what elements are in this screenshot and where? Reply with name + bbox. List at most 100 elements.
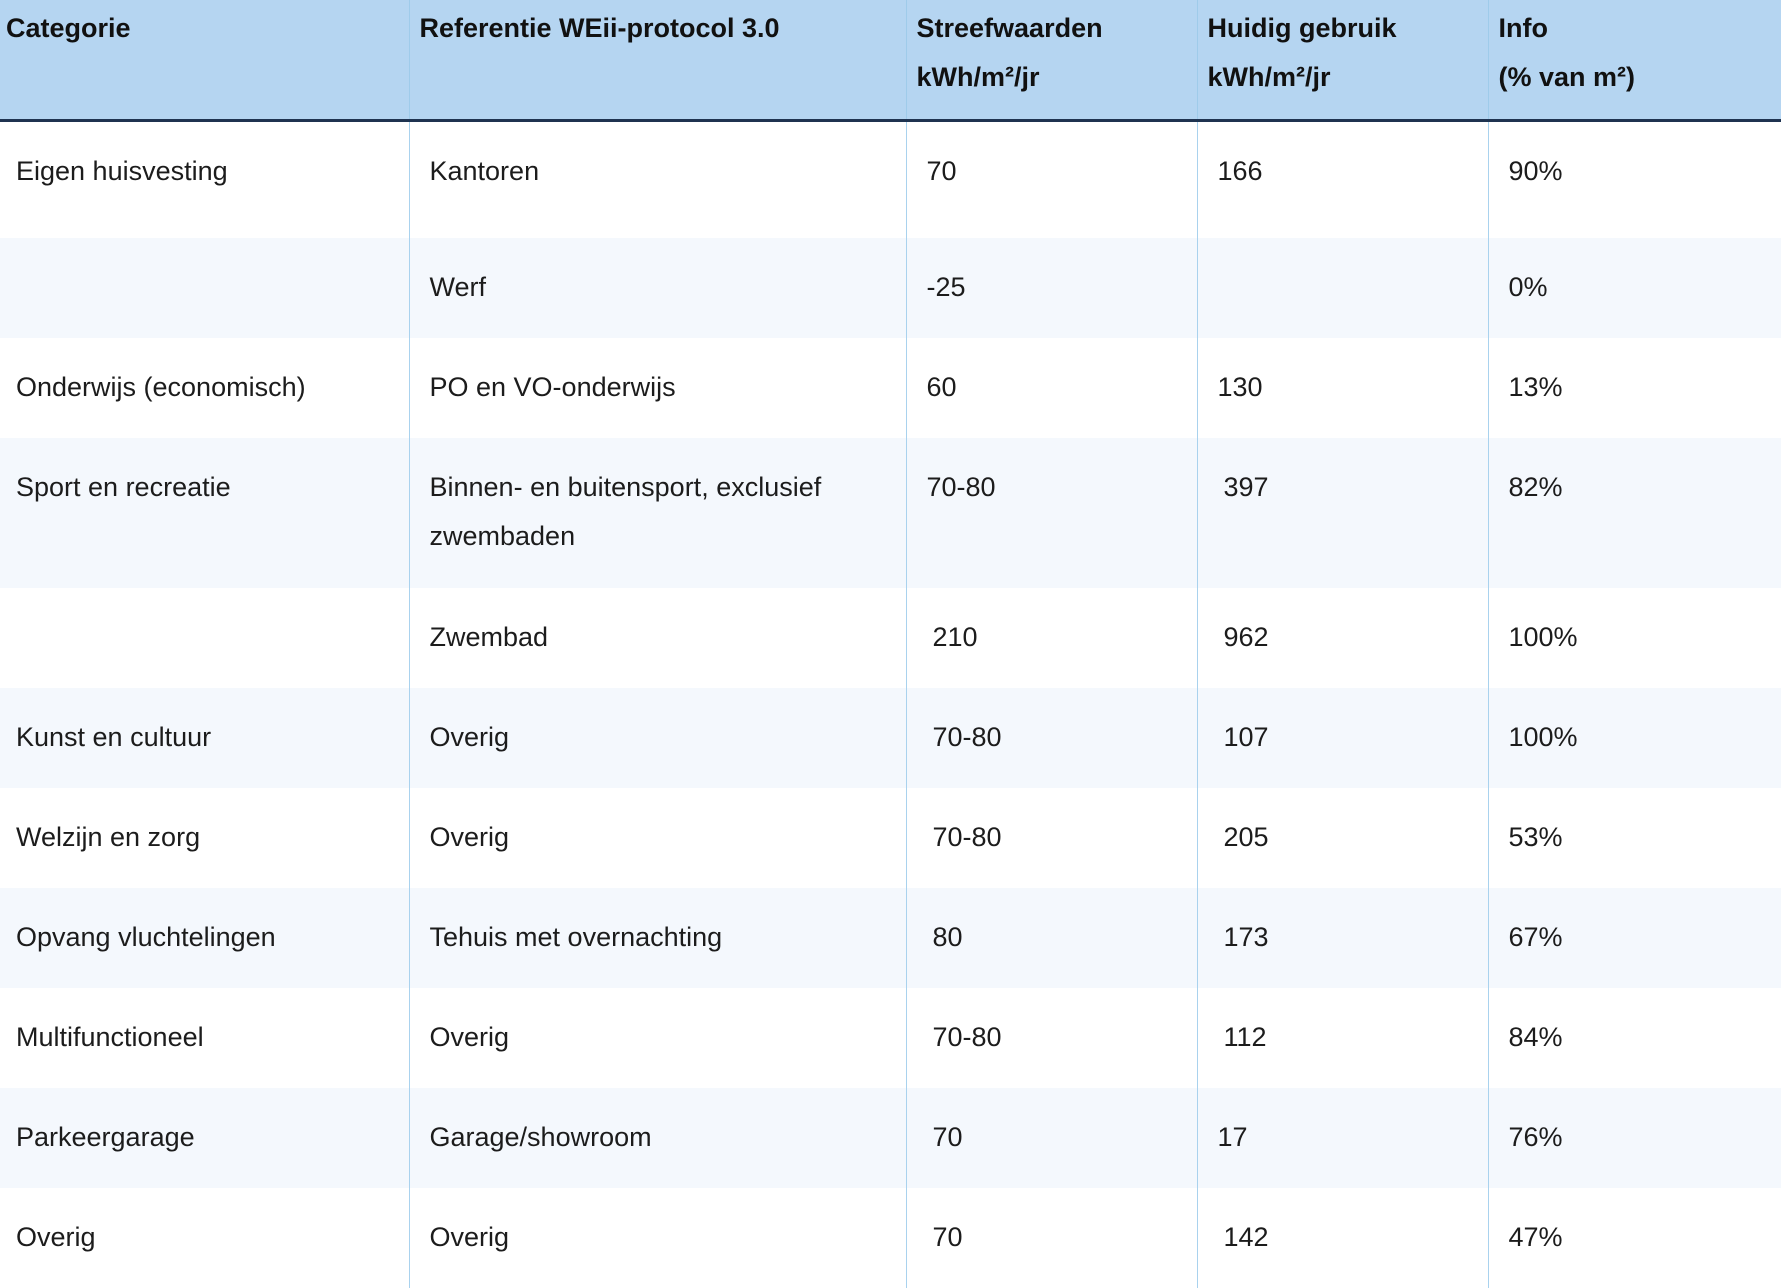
cell-text: Garage/showroom bbox=[429, 1122, 652, 1152]
cell-text: 100% bbox=[1508, 622, 1578, 652]
cell-text: 166 bbox=[1217, 155, 1263, 186]
table-cell: Overig bbox=[408, 1188, 906, 1288]
table-cell: 962 bbox=[1196, 588, 1488, 688]
cell-text: 84% bbox=[1508, 1022, 1563, 1052]
cell-text: Multifunctioneel bbox=[16, 1022, 204, 1052]
table-cell: 70 bbox=[905, 1188, 1197, 1288]
table-cell: 70-80 bbox=[905, 438, 1197, 588]
table-row: Multifunctioneel Overig 70-80 112 84% bbox=[0, 988, 1781, 1088]
table-cell: 60 bbox=[905, 338, 1197, 438]
cell-text: 142 bbox=[1223, 1222, 1269, 1252]
cell-text: 397 bbox=[1223, 472, 1269, 502]
table-cell: 13% bbox=[1487, 338, 1781, 438]
table-cell: Overig bbox=[408, 788, 906, 888]
table-cell: Overig bbox=[408, 988, 906, 1088]
cell-text: Parkeergarage bbox=[16, 1122, 195, 1152]
cell-text: 53% bbox=[1508, 822, 1563, 852]
table-cell: 107 bbox=[1196, 688, 1488, 788]
cell-text: Overig bbox=[429, 1022, 510, 1052]
table-cell: 205 bbox=[1196, 788, 1488, 888]
table-cell: 53% bbox=[1487, 788, 1781, 888]
table-cell: Overig bbox=[0, 1188, 409, 1288]
table-cell: 70-80 bbox=[905, 788, 1197, 888]
cell-text: Werf bbox=[429, 272, 487, 302]
table-cell: 70-80 bbox=[905, 988, 1197, 1088]
cell-text: Zwembad bbox=[429, 622, 549, 652]
cell-text: 60 bbox=[926, 372, 957, 402]
table-cell: Zwembad bbox=[408, 588, 906, 688]
table-cell: 47% bbox=[1487, 1188, 1781, 1288]
cell-text: 70 bbox=[932, 1222, 963, 1252]
table-cell: 67% bbox=[1487, 888, 1781, 988]
header-cell: Huidig gebruik kWh/m²/jr bbox=[1196, 0, 1488, 122]
cell-text: 173 bbox=[1223, 922, 1269, 952]
table-cell: 142 bbox=[1196, 1188, 1488, 1288]
table-cell: Overig bbox=[408, 688, 906, 788]
header-text: (% van m²) bbox=[1498, 62, 1636, 92]
table-cell bbox=[0, 238, 409, 338]
cell-text: 70 bbox=[932, 1122, 963, 1152]
table-cell: Onderwijs (economisch) bbox=[0, 338, 409, 438]
cell-text: 82% bbox=[1508, 472, 1563, 502]
header-cell: Referentie WEii-protocol 3.0 bbox=[408, 0, 906, 122]
cell-text: Opvang vluchtelingen bbox=[16, 922, 276, 952]
table-cell: 17 bbox=[1196, 1088, 1488, 1188]
table-cell: Garage/showroom bbox=[408, 1088, 906, 1188]
table-cell: 210 bbox=[905, 588, 1197, 688]
table-cell: 70 bbox=[905, 120, 1197, 238]
table-cell: Sport en recreatie bbox=[0, 438, 409, 588]
table-cell: 130 bbox=[1196, 338, 1488, 438]
table-cell: Tehuis met overnachting bbox=[408, 888, 906, 988]
table-row: Parkeergarage Garage/showroom 70 17 76% bbox=[0, 1088, 1781, 1188]
table-row: Kunst en cultuur Overig 70-80 107 100% bbox=[0, 688, 1781, 788]
table-cell: 100% bbox=[1487, 688, 1781, 788]
cell-text: 90% bbox=[1508, 155, 1563, 186]
table-row: Onderwijs (economisch) PO en VO-onderwijs… bbox=[0, 338, 1781, 438]
cell-text: 210 bbox=[932, 622, 978, 652]
cell-text: 70-80 bbox=[932, 1022, 1002, 1052]
table-cell: Kunst en cultuur bbox=[0, 688, 409, 788]
table-cell: -25 bbox=[905, 238, 1197, 338]
table-cell: 166 bbox=[1196, 120, 1488, 238]
header-text: kWh/m²/jr bbox=[916, 62, 1040, 92]
table-cell: 397 bbox=[1196, 438, 1488, 588]
header-text: Huidig gebruik bbox=[1207, 13, 1397, 43]
table-row: Sport en recreatie Binnen- en buitensport… bbox=[0, 438, 1781, 588]
cell-text: 80 bbox=[932, 922, 963, 952]
table-cell: PO en VO-onderwijs bbox=[408, 338, 906, 438]
cell-text: 205 bbox=[1223, 822, 1269, 852]
header-text: Info bbox=[1498, 13, 1548, 43]
cell-text: Eigen huisvesting bbox=[16, 155, 228, 186]
table-row: Eigen huisvesting Kantoren 70 166 90% bbox=[0, 120, 1781, 238]
cell-text: 130 bbox=[1217, 372, 1263, 402]
cell-text: 112 bbox=[1223, 1022, 1267, 1052]
cell-text: PO en VO-onderwijs bbox=[429, 372, 676, 402]
table-cell: Kantoren bbox=[408, 120, 906, 238]
table-row: Zwembad 210 962 100% bbox=[0, 588, 1781, 688]
cell-text: Overig bbox=[429, 822, 510, 852]
header-row: Categorie Referentie WEii-protocol 3.0 Str… bbox=[0, 0, 1781, 122]
header-cell: Streefwaarden kWh/m²/jr bbox=[905, 0, 1197, 122]
table-cell: 100% bbox=[1487, 588, 1781, 688]
cell-text: Tehuis met overnachting bbox=[429, 922, 723, 952]
table-cell: 173 bbox=[1196, 888, 1488, 988]
table-cell: 70-80 bbox=[905, 688, 1197, 788]
table-cell: Werf bbox=[408, 238, 906, 338]
table-cell: Eigen huisvesting bbox=[0, 120, 409, 238]
header-text: Streefwaarden bbox=[916, 13, 1103, 43]
table-row: Opvang vluchtelingen Tehuis met overnacht… bbox=[0, 888, 1781, 988]
table-cell bbox=[1196, 238, 1488, 338]
cell-text: 47% bbox=[1508, 1222, 1563, 1252]
cell-text: 13% bbox=[1508, 372, 1563, 402]
cell-text: Overig bbox=[429, 1222, 510, 1252]
cell-text: Onderwijs (economisch) bbox=[16, 372, 306, 402]
table-cell: 82% bbox=[1487, 438, 1781, 588]
cell-text: 70-80 bbox=[932, 722, 1002, 752]
cell-text: 70 bbox=[926, 155, 957, 186]
cell-text: Kunst en cultuur bbox=[16, 722, 212, 752]
table-cell: Welzijn en zorg bbox=[0, 788, 409, 888]
table-cell: Multifunctioneel bbox=[0, 988, 409, 1088]
cell-text: 76% bbox=[1508, 1122, 1563, 1152]
cell-text: 107 bbox=[1223, 722, 1269, 752]
